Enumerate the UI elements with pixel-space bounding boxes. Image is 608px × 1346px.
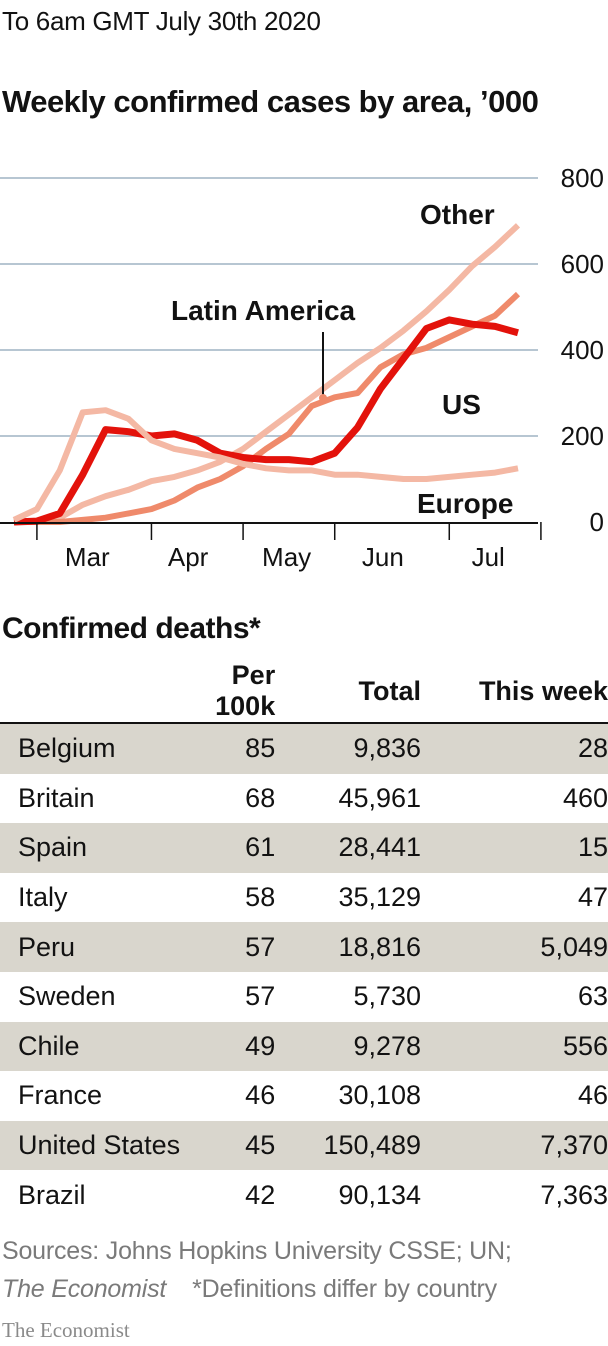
y-tick-label: 400 — [561, 335, 604, 365]
total-cell: 150,489 — [323, 1130, 422, 1161]
total-cell: 28,441 — [338, 832, 422, 863]
latin-america-leader-dot — [319, 394, 327, 402]
table-title: Confirmed deaths* — [2, 612, 261, 645]
week-cell: 46 — [577, 1080, 608, 1111]
header-this-week: This week — [478, 675, 608, 706]
per100k-cell: 57 — [245, 931, 276, 962]
per100k-cell: 46 — [245, 1080, 276, 1111]
total-cell: 9,836 — [353, 733, 422, 764]
table-row: Peru 57 18,816 5,049 — [0, 922, 608, 972]
y-tick-label: 800 — [561, 163, 604, 193]
country-cell: Brazil — [18, 1179, 86, 1210]
total-cell: 45,961 — [338, 782, 422, 813]
country-cell: Belgium — [18, 733, 116, 764]
per100k-cell: 68 — [245, 782, 276, 813]
table-row: Sweden 57 5,730 63 — [0, 972, 608, 1022]
header-total: Total — [358, 675, 422, 706]
publication-name: The Economist — [2, 1275, 167, 1303]
country-cell: Italy — [18, 882, 68, 913]
brand-logo: The Economist — [2, 1318, 130, 1342]
cases-line-chart: 0 200 400 600 800 Mar Apr May Jun Jul Other Lati… — [0, 163, 604, 572]
series-line-latin-america — [14, 291, 521, 525]
x-axis: Mar Apr May Jun Jul — [0, 522, 542, 572]
week-cell: 7,370 — [540, 1130, 608, 1161]
chart-timestamp: To 6am GMT July 30th 2020 — [2, 6, 321, 36]
table-row: Spain 61 28,441 15 — [0, 823, 608, 873]
total-cell: 9,278 — [353, 1030, 422, 1061]
x-tick-label: Apr — [168, 542, 209, 572]
deaths-table: Per 100k Total This week Belgium 85 9,83… — [0, 660, 608, 1220]
country-cell: Britain — [18, 782, 95, 813]
y-tick-labels: 0 200 400 600 800 — [561, 163, 604, 537]
country-cell: Peru — [18, 931, 76, 962]
x-tick-label: Jun — [362, 542, 404, 572]
week-cell: 556 — [562, 1030, 608, 1061]
x-tick-label: May — [262, 542, 311, 572]
table-row: Italy 58 35,129 47 — [0, 873, 608, 923]
x-tick-label: Mar — [65, 542, 110, 572]
table-row: Belgium 85 9,836 28 — [0, 723, 608, 774]
total-cell: 30,108 — [338, 1080, 422, 1111]
total-cell: 5,730 — [353, 981, 422, 1012]
series-line-europe — [12, 407, 519, 523]
chart-title: Weekly confirmed cases by area, ’000 — [2, 84, 539, 119]
per100k-cell: 61 — [245, 832, 276, 863]
per100k-cell: 58 — [245, 882, 276, 913]
week-cell: 28 — [577, 733, 608, 764]
week-cell: 15 — [577, 832, 608, 863]
country-cell: United States — [18, 1130, 181, 1161]
definitions-note: *Definitions differ by country — [192, 1275, 497, 1303]
x-tick-label: Jul — [472, 542, 505, 572]
annotations: Other Latin America US Europe — [171, 199, 513, 519]
per100k-cell: 57 — [245, 981, 276, 1012]
series-line-other — [13, 223, 521, 525]
total-cell: 90,134 — [338, 1179, 422, 1210]
week-cell: 47 — [577, 882, 608, 913]
label-europe: Europe — [417, 488, 513, 519]
table-header-row: Per 100k Total This week — [0, 660, 608, 723]
per100k-cell: 85 — [245, 733, 276, 764]
label-latin-america: Latin America — [171, 295, 356, 326]
per100k-cell: 45 — [245, 1130, 276, 1161]
y-tick-label: 0 — [590, 507, 604, 537]
per100k-cell: 49 — [245, 1030, 276, 1061]
week-cell: 7,363 — [540, 1179, 608, 1210]
label-other: Other — [420, 199, 495, 230]
total-cell: 18,816 — [338, 931, 422, 962]
header-country — [0, 660, 205, 723]
table-row: France 46 30,108 46 — [0, 1071, 608, 1121]
week-cell: 460 — [562, 782, 608, 813]
week-cell: 5,049 — [540, 931, 608, 962]
country-cell: France — [18, 1080, 103, 1111]
y-tick-label: 600 — [561, 249, 604, 279]
series-lines — [12, 223, 521, 526]
week-cell: 63 — [577, 981, 608, 1012]
total-cell: 35,129 — [338, 882, 422, 913]
header-per100k: Per 100k — [215, 660, 276, 721]
series-line-us — [13, 316, 519, 526]
country-cell: Chile — [18, 1030, 80, 1061]
label-us: US — [442, 389, 481, 420]
gridlines — [0, 177, 538, 437]
sources-note: Sources: Johns Hopkins University CSSE; … — [2, 1232, 512, 1308]
table-row: United States 45 150,489 7,370 — [0, 1120, 608, 1171]
y-tick-label: 200 — [561, 421, 604, 451]
table-row: Chile 49 9,278 556 — [0, 1021, 608, 1072]
sources-line: Sources: Johns Hopkins University CSSE; … — [2, 1237, 512, 1265]
table-row: Britain 68 45,961 460 — [0, 774, 608, 824]
country-cell: Sweden — [18, 981, 116, 1012]
country-cell: Spain — [18, 832, 88, 863]
table-row: Brazil 42 90,134 7,363 — [0, 1170, 608, 1220]
sources-line-2: The Economist *Definitions differ by coun… — [2, 1270, 512, 1308]
per100k-cell: 42 — [245, 1179, 276, 1210]
